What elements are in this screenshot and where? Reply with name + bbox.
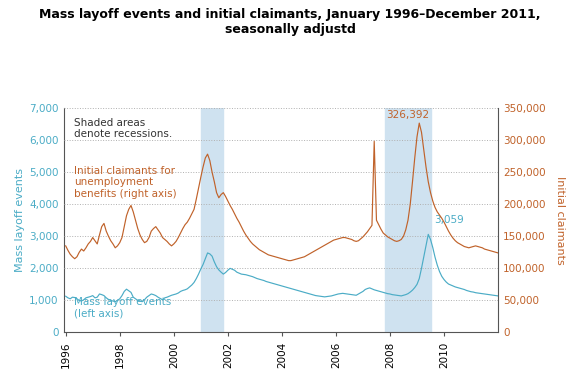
Bar bbox=[201, 108, 223, 332]
Text: 326,392: 326,392 bbox=[386, 110, 430, 120]
Y-axis label: Initial claimants: Initial claimants bbox=[555, 176, 565, 265]
Text: Mass layoff events
(left axis): Mass layoff events (left axis) bbox=[74, 297, 171, 319]
Text: Initial claimants for
unemployment
benefits (right axis): Initial claimants for unemployment benef… bbox=[74, 166, 176, 199]
Text: 3,059: 3,059 bbox=[434, 215, 464, 225]
Text: Shaded areas
denote recessions.: Shaded areas denote recessions. bbox=[74, 118, 172, 139]
Bar bbox=[386, 108, 430, 332]
Y-axis label: Mass layoff events: Mass layoff events bbox=[15, 168, 25, 272]
Text: Mass layoff events and initial claimants, January 1996–December 2011,
seasonally: Mass layoff events and initial claimants… bbox=[39, 8, 541, 36]
